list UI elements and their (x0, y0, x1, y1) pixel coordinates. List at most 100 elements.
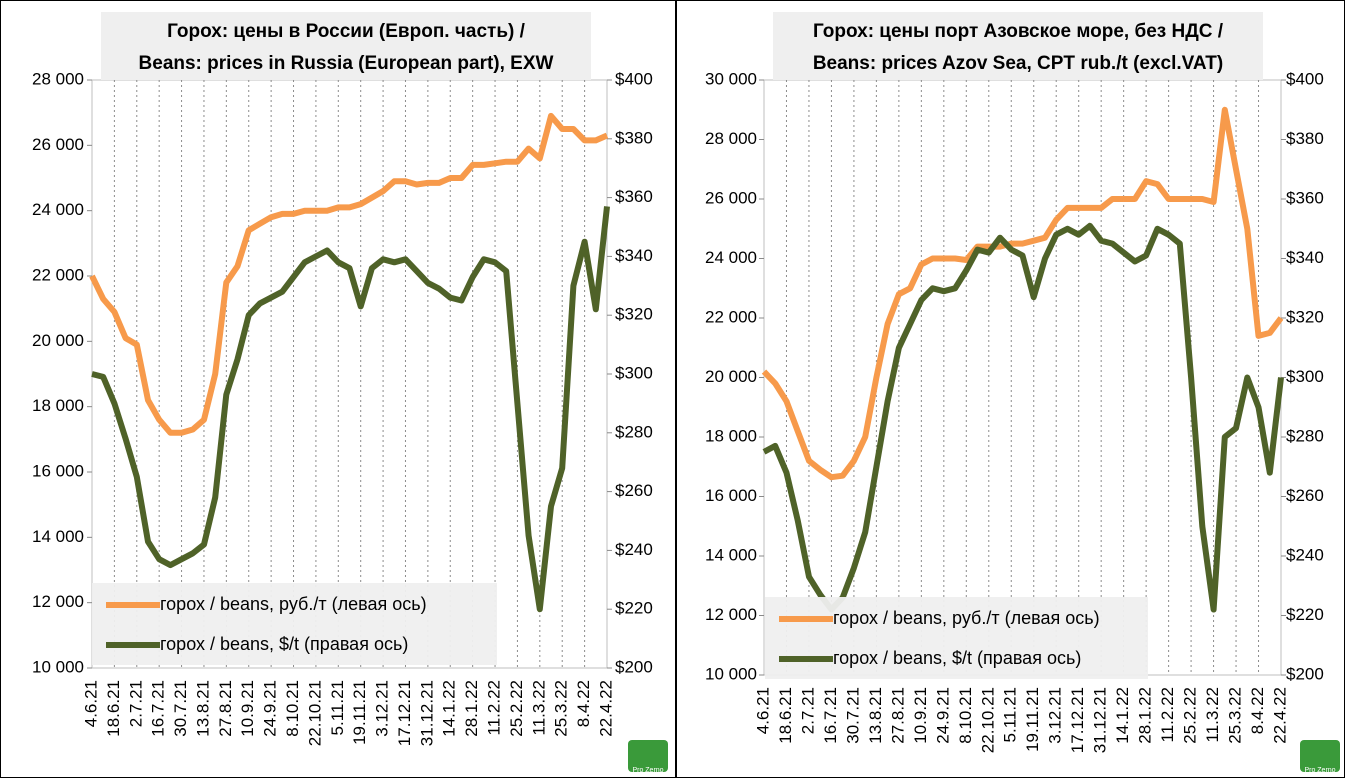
x-tick-label: 17.12.21 (395, 680, 414, 746)
y2-tick-label: $360 (615, 187, 653, 206)
data-line (762, 222, 1284, 613)
x-tick-label: 30.7.21 (843, 687, 862, 744)
plot-area (91, 79, 608, 669)
x-tick-label: 3.12.21 (1046, 687, 1065, 744)
y-tick-label: 20 000 (705, 367, 757, 386)
x-tick-label: 30.7.21 (171, 680, 190, 737)
y2-tick-label: $200 (615, 657, 653, 676)
x-tick-label: 28.1.22 (1136, 687, 1155, 744)
chart-subtitle: Beans: prices in Russia (European part),… (139, 53, 554, 74)
y-tick-label: 18 000 (32, 396, 84, 415)
x-tick-label: 31.12.21 (417, 680, 436, 746)
y2-tick-label: $380 (1286, 129, 1324, 148)
y2-tick-label: $400 (1286, 69, 1324, 88)
y-tick-label: 24 000 (32, 200, 84, 219)
chart-subtitle: Beans: prices Azov Sea, CPT rub./t (excl… (813, 53, 1223, 74)
x-tick-label: 8.10.21 (956, 687, 975, 744)
x-tick-label: 24.9.21 (933, 687, 952, 744)
y-tick-label: 14 000 (705, 545, 757, 564)
x-tick-label: 18.6.21 (104, 680, 123, 737)
legend-label: горох / beans, $/t (правая ось) (833, 648, 1081, 668)
legend-label: горох / beans, $/t (правая ось) (160, 634, 408, 654)
y2-tick-label: $380 (615, 128, 653, 147)
x-tick-label: 17.12.21 (1068, 687, 1087, 753)
y-tick-label: 16 000 (32, 461, 84, 480)
x-tick-label: 22.10.21 (978, 687, 997, 753)
x-tick-label: 13.8.21 (866, 687, 885, 744)
chart-title: Горох: цены в России (Европ. часть) / (167, 21, 526, 42)
x-tick-label: 18.6.21 (776, 687, 795, 744)
x-tick-label: 8.4.22 (574, 680, 593, 727)
data-line (761, 106, 1284, 481)
x-tick-label: 14.1.22 (440, 680, 459, 737)
y-tick-label: 10 000 (32, 657, 84, 676)
x-tick-label: 19.11.21 (350, 680, 369, 745)
y-tick-label: 22 000 (32, 265, 84, 284)
y2-tick-label: $340 (615, 246, 653, 265)
y2-tick-label: $280 (1286, 426, 1324, 445)
y-tick-label: 30 000 (705, 69, 757, 88)
y2-tick-label: $280 (615, 422, 653, 441)
y2-tick-label: $220 (1286, 605, 1324, 624)
logo-text: Pro Zerno (632, 767, 663, 774)
x-tick-label: 10.9.21 (238, 680, 257, 737)
x-tick-label: 22.4.22 (1270, 687, 1289, 744)
x-tick-label: 28.1.22 (462, 680, 481, 737)
logo-mark (1300, 740, 1340, 772)
x-tick-label: 4.6.21 (753, 687, 772, 734)
legend-label: горох / beans, руб./т (левая ось) (160, 594, 427, 614)
y-tick-label: 24 000 (705, 248, 757, 267)
x-tick-label: 11.3.22 (1203, 687, 1222, 742)
y-tick-label: 28 000 (705, 129, 757, 148)
x-tick-label: 4.6.21 (81, 680, 100, 727)
x-tick-label: 16.7.21 (149, 680, 168, 737)
y-tick-label: 26 000 (32, 135, 84, 154)
y-tick-label: 10 000 (705, 664, 757, 683)
y-tick-label: 12 000 (705, 605, 757, 624)
x-tick-label: 25.2.22 (1181, 687, 1200, 744)
x-tick-label: 22.4.22 (596, 680, 615, 737)
y2-tick-label: $220 (615, 599, 653, 618)
y2-tick-label: $260 (1286, 486, 1324, 505)
x-tick-label: 2.7.21 (126, 680, 145, 727)
legend-box (765, 597, 1148, 679)
x-tick-label: 19.11.21 (1023, 687, 1042, 752)
x-tick-label: 27.8.21 (216, 680, 235, 737)
y-tick-label: 22 000 (705, 307, 757, 326)
plot-area (763, 79, 1282, 676)
x-tick-label: 25.3.22 (552, 680, 571, 737)
x-tick-label: 24.9.21 (261, 680, 280, 737)
legend-box (92, 583, 497, 665)
y-tick-label: 14 000 (32, 527, 84, 546)
x-tick-label: 16.7.21 (821, 687, 840, 744)
x-tick-label: 31.12.21 (1091, 687, 1110, 753)
data-line (91, 206, 610, 613)
y2-tick-label: $300 (1286, 367, 1324, 386)
x-tick-label: 8.4.22 (1248, 687, 1267, 734)
y2-tick-label: $360 (1286, 188, 1324, 207)
legend-label: горох / beans, руб./т (левая ось) (833, 608, 1100, 628)
x-tick-label: 11.3.22 (529, 680, 548, 735)
x-tick-label: 11.2.22 (485, 680, 504, 735)
x-tick-label: 5.11.21 (1001, 687, 1020, 742)
data-line (89, 112, 609, 436)
x-tick-label: 3.12.21 (373, 680, 392, 737)
title-box (773, 12, 1263, 80)
y2-tick-label: $240 (1286, 545, 1324, 564)
x-tick-label: 14.1.22 (1113, 687, 1132, 744)
x-tick-label: 10.9.21 (911, 687, 930, 744)
logo-text: Pro Zerno (1304, 767, 1335, 774)
y2-tick-label: $320 (1286, 307, 1324, 326)
y-tick-label: 28 000 (32, 69, 84, 88)
y2-tick-label: $400 (615, 69, 653, 88)
y2-tick-label: $340 (1286, 248, 1324, 267)
y2-tick-label: $200 (1286, 664, 1324, 683)
x-tick-label: 11.2.22 (1158, 687, 1177, 742)
y2-tick-label: $320 (615, 305, 653, 324)
title-box (101, 12, 591, 80)
x-tick-label: 13.8.21 (193, 680, 212, 737)
x-tick-label: 2.7.21 (798, 687, 817, 734)
y-tick-label: 18 000 (705, 426, 757, 445)
logo-mark (628, 740, 668, 772)
